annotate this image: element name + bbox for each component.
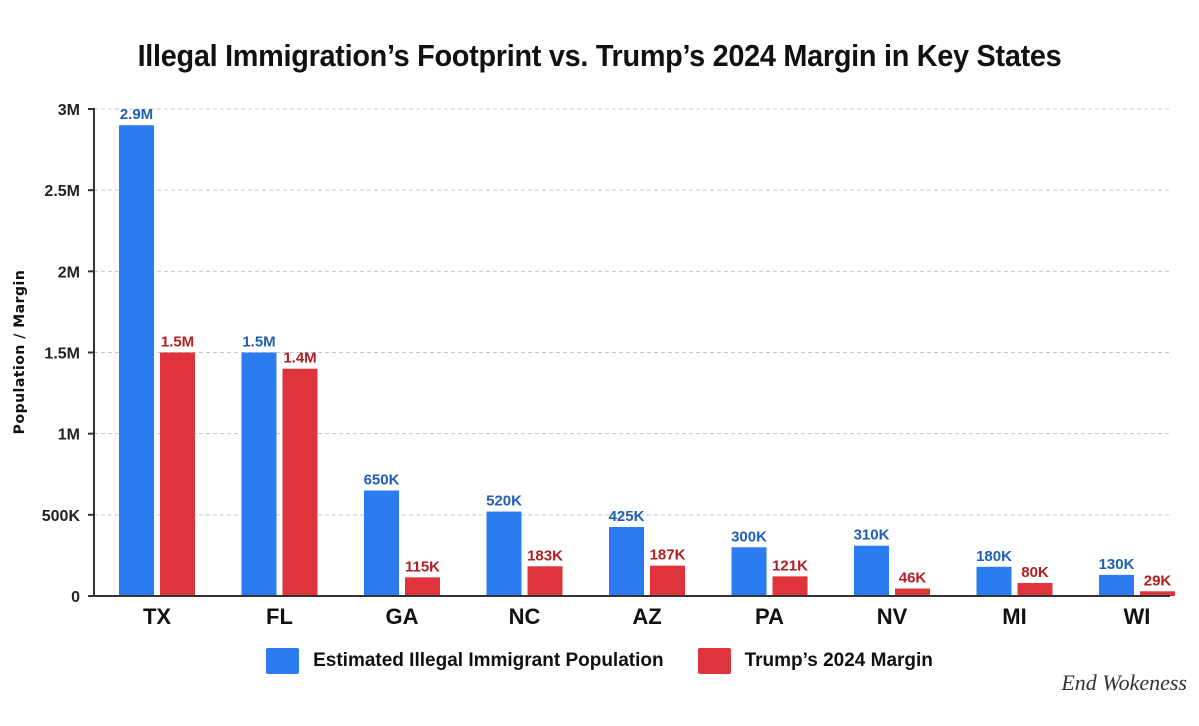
value-label-mi-population: 180K: [976, 548, 1012, 565]
bar-az-population: [609, 527, 644, 596]
value-label-wi-population: 130K: [1099, 556, 1135, 573]
y-tick-label-0: 0: [71, 589, 80, 606]
bar-tx-population: [119, 125, 154, 596]
legend-label-margin: Trump’s 2024 Margin: [744, 650, 933, 671]
legend-swatch-population: [266, 648, 300, 674]
bar-nv-margin: [895, 588, 930, 596]
bar-mi-margin: [1017, 583, 1053, 596]
chart-title: Illegal Immigration’s Footprint vs. Trum…: [137, 38, 1062, 73]
value-label-nc-margin: 183K: [527, 547, 563, 564]
category-label-fl: FL: [266, 604, 293, 629]
y-axis-label: Population / Margin: [12, 270, 28, 435]
value-label-pa-population: 300K: [731, 528, 767, 545]
value-label-wi-margin: 29K: [1144, 572, 1172, 589]
value-label-nv-margin: 46K: [899, 570, 927, 587]
bar-fl-margin: [282, 368, 318, 596]
value-label-nc-population: 520K: [486, 493, 522, 510]
watermark: End Wokeness: [1061, 670, 1187, 695]
legend-label-population: Estimated Illegal Immigrant Population: [313, 650, 664, 671]
value-label-ga-population: 650K: [364, 471, 400, 488]
category-label-az: AZ: [632, 604, 661, 629]
value-label-az-margin: 187K: [650, 547, 686, 564]
bar-wi-population: [1099, 574, 1134, 596]
value-label-nv-population: 310K: [854, 527, 890, 544]
y-tick-label-1: 500K: [42, 508, 81, 525]
bar-chart: 0 500K 1M 1.5M 2M 2.5M 3M 2.9M 1.5M 1.5M 1.4M 650K…: [12, 102, 1175, 629]
legend-swatch-margin: [697, 648, 731, 674]
bar-nc-margin: [527, 566, 563, 596]
value-labels: 2.9M 1.5M 1.5M 1.4M 650K 115K 520K 183K 425K 187K…: [120, 106, 1172, 589]
legend: Estimated Illegal Immigrant Population T…: [0, 648, 1199, 674]
x-axis-categories: TX FL GA NC AZ PA NV MI WI: [143, 604, 1151, 629]
y-tick-label-6: 3M: [58, 102, 80, 119]
bar-tx-margin: [160, 352, 195, 596]
value-label-fl-margin: 1.4M: [283, 350, 316, 367]
y-axis-ticks: 0 500K 1M 1.5M 2M 2.5M 3M: [42, 102, 94, 606]
category-label-pa: PA: [755, 604, 784, 629]
bar-nc-population: [486, 511, 522, 596]
bar-nv-population: [854, 545, 889, 596]
value-label-az-population: 425K: [609, 508, 645, 525]
category-label-wi: WI: [1124, 604, 1151, 629]
value-label-fl-population: 1.5M: [242, 334, 275, 351]
bar-ga-population: [364, 490, 399, 596]
value-label-ga-margin: 115K: [405, 558, 440, 575]
y-tick-label-4: 2M: [58, 264, 80, 281]
bar-mi-population: [976, 566, 1012, 596]
value-label-tx-margin: 1.5M: [161, 334, 194, 351]
value-label-mi-margin: 80K: [1021, 564, 1049, 581]
category-label-ga: GA: [386, 604, 419, 629]
bar-ga-margin: [405, 577, 440, 596]
legend-item-population: Estimated Illegal Immigrant Population: [266, 648, 664, 674]
value-label-tx-population: 2.9M: [120, 106, 153, 123]
bar-az-margin: [650, 565, 685, 596]
bars: [119, 125, 1175, 596]
category-label-nc: NC: [509, 604, 541, 629]
bar-pa-population: [731, 547, 767, 596]
bar-pa-margin: [772, 576, 808, 596]
value-label-pa-margin: 121K: [772, 557, 808, 574]
category-label-mi: MI: [1002, 604, 1026, 629]
category-label-tx: TX: [143, 604, 171, 629]
bar-fl-population: [241, 352, 277, 596]
y-tick-label-5: 2.5M: [44, 183, 80, 200]
legend-item-margin: Trump’s 2024 Margin: [697, 648, 933, 674]
y-tick-label-3: 1.5M: [44, 346, 80, 363]
category-label-nv: NV: [877, 604, 908, 629]
y-tick-label-2: 1M: [58, 427, 80, 444]
gridlines: [94, 108, 1170, 516]
bar-wi-margin: [1140, 591, 1175, 596]
